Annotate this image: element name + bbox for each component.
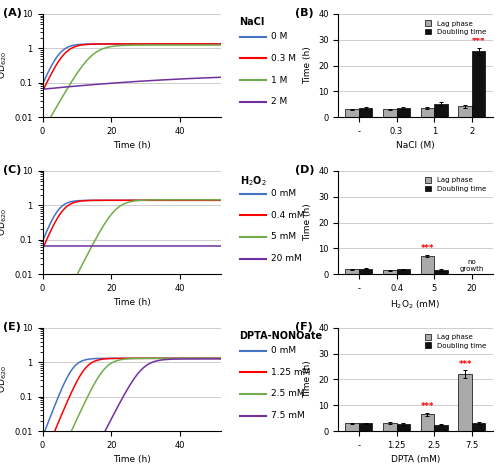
Bar [359,108,372,117]
Text: (C): (C) [3,164,22,175]
Legend: Lag phase, Doubling time: Lag phase, Doubling time [422,174,489,195]
Text: (B): (B) [295,8,314,18]
Text: ***: *** [472,37,486,46]
Text: ***: *** [458,360,472,369]
Text: 1 M: 1 M [270,75,287,84]
Bar [458,106,472,117]
Bar [346,110,359,117]
Legend: Lag phase, Doubling time: Lag phase, Doubling time [422,17,489,38]
Text: 2 M: 2 M [270,97,287,106]
Y-axis label: Time (h): Time (h) [304,204,312,241]
Text: 5 mM: 5 mM [270,233,296,241]
Bar [346,269,359,274]
Bar [472,51,486,117]
Y-axis label: OD$_{620}$: OD$_{620}$ [0,209,9,236]
Text: H$_2$O$_2$: H$_2$O$_2$ [240,174,266,188]
Y-axis label: Time (h): Time (h) [304,47,312,84]
Bar [434,104,448,117]
Text: (A): (A) [3,8,22,18]
Bar [396,424,410,431]
Bar [396,108,410,117]
Y-axis label: OD$_{620}$: OD$_{620}$ [0,365,9,393]
Bar [359,423,372,431]
X-axis label: Time (h): Time (h) [113,298,150,308]
Text: 0.3 M: 0.3 M [270,54,295,63]
X-axis label: NaCl (M): NaCl (M) [396,142,435,151]
Text: ***: *** [420,403,434,411]
Text: (E): (E) [3,322,21,332]
Y-axis label: Time (h): Time (h) [304,361,312,398]
Bar [434,425,448,431]
Bar [472,423,486,431]
Bar [420,108,434,117]
Text: 7.5 mM: 7.5 mM [270,411,304,420]
X-axis label: Time (h): Time (h) [113,142,150,151]
Bar [396,269,410,274]
Text: 0 mM: 0 mM [270,189,296,198]
Text: 2.5 mM: 2.5 mM [270,390,304,398]
Text: 20 mM: 20 mM [270,254,302,263]
Y-axis label: OD$_{620}$: OD$_{620}$ [0,52,9,80]
Legend: Lag phase, Doubling time: Lag phase, Doubling time [422,331,489,351]
X-axis label: DPTA (mM): DPTA (mM) [390,455,440,464]
Bar [383,110,396,117]
Text: 0 M: 0 M [270,32,287,41]
Text: DPTA-NONOate: DPTA-NONOate [240,331,322,341]
Text: (D): (D) [295,164,314,175]
Bar [359,269,372,274]
X-axis label: Time (h): Time (h) [113,455,150,464]
Text: 1.25 mM: 1.25 mM [270,368,310,377]
Text: ***: *** [420,244,434,253]
Bar [346,423,359,431]
Bar [434,270,448,274]
Text: 0 mM: 0 mM [270,346,296,355]
Text: (F): (F) [295,322,313,332]
X-axis label: H$_2$O$_2$ (mM): H$_2$O$_2$ (mM) [390,298,440,311]
Text: no
growth: no growth [460,259,484,272]
Bar [383,423,396,431]
Bar [420,414,434,431]
Bar [420,256,434,274]
Bar [458,374,472,431]
Bar [383,270,396,274]
Text: 0.4 mM: 0.4 mM [270,211,304,220]
Text: NaCl: NaCl [240,17,265,27]
